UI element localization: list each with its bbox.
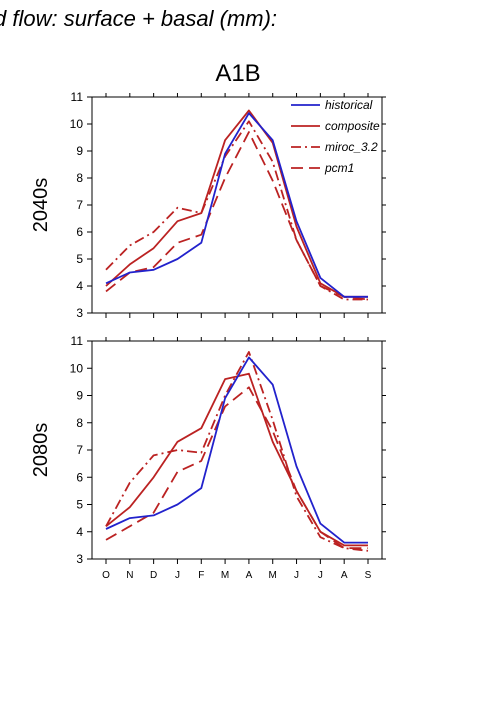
y-tick-label: 6: [76, 470, 83, 484]
x-tick-label: M: [221, 570, 229, 581]
y-tick-label: 4: [76, 525, 83, 539]
y-tick-label: 10: [70, 361, 84, 375]
x-tick-label: A: [341, 570, 348, 581]
y-tick-label: 8: [76, 416, 83, 430]
x-tick-label: F: [198, 570, 204, 581]
y-tick-label: 5: [76, 252, 83, 266]
panel-label: 2040s: [30, 178, 52, 233]
panel-2080s: 3 4 5 6 7 8 9 10 11 O N D J F M A M J J A S 2080s: [30, 334, 386, 581]
x-tick-label: J: [294, 570, 299, 581]
x-tick-label: M: [269, 570, 277, 581]
y-tick-label: 11: [71, 334, 84, 348]
y-tick-label: 8: [76, 171, 83, 185]
y-tick-label: 7: [76, 443, 83, 457]
series-line-pcm1: [105, 131, 369, 301]
x-tick-label: O: [102, 570, 110, 581]
figure-title: d flow: surface + basal (mm):: [0, 6, 277, 31]
x-tick-label: S: [365, 570, 372, 581]
x-tick-label: J: [318, 570, 323, 581]
x-tick-label: N: [126, 570, 133, 581]
y-tick-label: 11: [71, 90, 84, 104]
scenario-title: A1B: [215, 60, 260, 87]
x-tick-label: D: [150, 570, 157, 581]
panel-2040s: 3 4 5 6 7 8 9 10 11 2040s historical composite miroc…: [30, 90, 386, 320]
x-tick-label: A: [246, 570, 253, 581]
y-tick-label: 7: [76, 198, 83, 212]
series-line-historical: [105, 356, 368, 544]
series-line-pcm1: [105, 386, 368, 549]
legend-label-historical: historical: [325, 98, 373, 112]
legend-label-composite: composite: [325, 119, 380, 133]
legend-label-pcm1: pcm1: [324, 161, 354, 175]
panel-label: 2080s: [30, 423, 52, 478]
series-line-composite: [105, 109, 368, 298]
y-tick-label: 9: [76, 389, 83, 403]
y-tick-label: 3: [76, 306, 83, 320]
y-tick-label: 3: [76, 552, 83, 566]
series-line-historical: [105, 112, 368, 298]
y-tick-label: 9: [76, 144, 83, 158]
y-tick-label: 4: [76, 279, 83, 293]
series-line-composite: [105, 372, 368, 547]
series-line-miroc_3.2: [105, 350, 369, 552]
y-tick-label: 10: [70, 117, 84, 131]
y-tick-label: 5: [76, 498, 83, 512]
legend-label-miroc_3.2: miroc_3.2: [325, 140, 378, 154]
y-tick-label: 6: [76, 225, 83, 239]
x-tick-label: J: [175, 570, 180, 581]
